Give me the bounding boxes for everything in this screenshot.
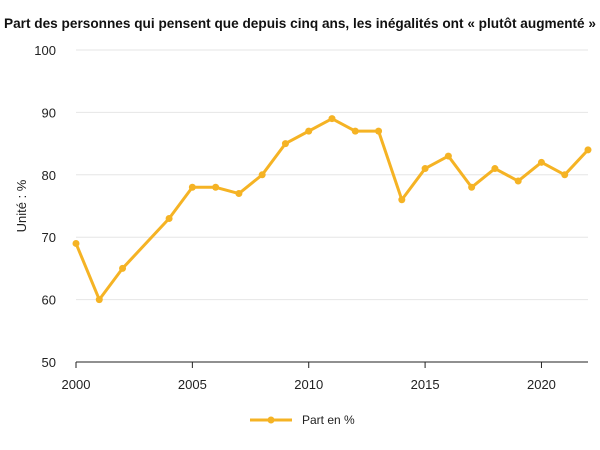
y-tick-label-50: 50 (42, 355, 56, 370)
data-point-2020[interactable] (537, 158, 545, 166)
data-point-2012[interactable] (351, 127, 359, 135)
legend-marker-swatch (267, 416, 275, 424)
chart-title: Part des personnes qui pensent que depui… (4, 15, 596, 31)
x-tick-label-2005: 2005 (178, 377, 207, 392)
data-point-2002[interactable] (119, 264, 127, 272)
gridlines (76, 49, 588, 301)
y-tick-label-70: 70 (42, 230, 56, 245)
x-tick-label-2015: 2015 (411, 377, 440, 392)
y-tick-label-100: 100 (34, 43, 56, 58)
y-axis-label: Unité : % (14, 179, 29, 232)
data-point-2001[interactable] (95, 296, 103, 304)
data-point-2015[interactable] (421, 165, 429, 173)
data-point-2011[interactable] (328, 115, 336, 123)
data-point-2005[interactable] (188, 183, 196, 191)
data-point-2014[interactable] (398, 196, 406, 204)
data-point-2019[interactable] (514, 177, 522, 185)
series-group (72, 115, 592, 304)
data-point-2006[interactable] (212, 183, 220, 191)
legend-label: Part en % (302, 413, 355, 427)
y-tick-label-90: 90 (42, 105, 56, 120)
legend[interactable]: Part en % (250, 413, 355, 427)
data-point-2004[interactable] (165, 214, 173, 222)
data-point-2021[interactable] (561, 171, 569, 179)
data-point-2017[interactable] (468, 183, 476, 191)
y-tick-label-60: 60 (42, 293, 56, 308)
data-point-2022[interactable] (584, 146, 592, 154)
data-point-2013[interactable] (375, 127, 383, 135)
y-tick-label-80: 80 (42, 168, 56, 183)
x-tick-label-2000: 2000 (62, 377, 91, 392)
chart-title-group: Part des personnes qui pensent que depui… (4, 15, 596, 31)
x-tick-label-2020: 2020 (527, 377, 556, 392)
data-point-2016[interactable] (444, 152, 452, 160)
x-axis: 2000 2005 2010 2015 2020 (62, 361, 588, 392)
y-axis-ticks: 50 60 70 80 90 100 (34, 43, 56, 370)
data-point-2009[interactable] (281, 140, 289, 148)
data-point-2018[interactable] (491, 165, 499, 173)
data-point-2010[interactable] (305, 127, 313, 135)
series-line-0 (74, 117, 590, 302)
x-tick-label-2010: 2010 (294, 377, 323, 392)
data-point-2000[interactable] (72, 239, 80, 247)
data-point-2007[interactable] (235, 190, 243, 198)
data-point-2008[interactable] (258, 171, 266, 179)
